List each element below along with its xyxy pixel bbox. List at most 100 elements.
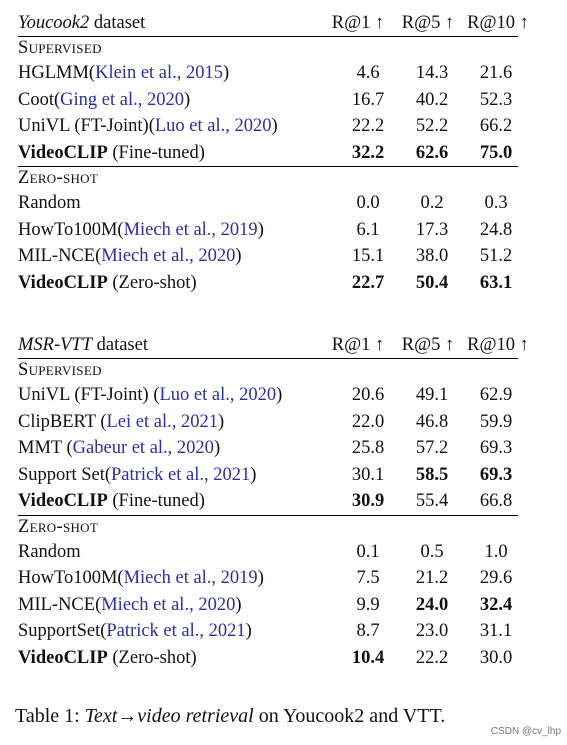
col-header-r5: R@5 ↑ [401, 13, 455, 33]
r10-value: 24.8 [479, 219, 513, 240]
r5-value: 46.8 [415, 411, 449, 432]
r5-value: 14.3 [415, 63, 449, 83]
citation-link[interactable]: Miech et al., 2019 [123, 219, 258, 240]
r1-value: 22.0 [351, 411, 385, 432]
r10-value: 21.6 [479, 63, 513, 83]
table-header-row: MSR-VTT dataset R@1 ↑ R@5 ↑ R@10 ↑ [18, 333, 529, 358]
r1-value: 4.6 [356, 63, 380, 83]
method-name: HowTo100M(Miech et al., 2019) [18, 219, 264, 240]
r10-value: 29.6 [479, 568, 513, 588]
r5-value: 21.2 [415, 568, 449, 588]
r10-value: 69.3 [479, 438, 513, 458]
r10-value: 62.9 [479, 385, 513, 405]
r5-value: 17.3 [415, 219, 449, 240]
r1-value: 30.9 [351, 491, 385, 511]
table-row-videoclip: VideoCLIP (Zero-shot) 22.7 50.4 63.1 [18, 270, 518, 297]
citation-link[interactable]: Lei et al., 2021 [106, 411, 218, 432]
r5-value: 50.4 [415, 272, 449, 293]
table-caption: Table 1: Text→video retrieval on Youcook… [15, 705, 446, 727]
col-header-r1: R@1 ↑ [331, 335, 385, 355]
section-rule [18, 166, 518, 167]
citation-link[interactable]: Luo et al., 2020 [159, 385, 277, 405]
r10-value: 59.9 [479, 411, 513, 432]
col-header-r1: R@1 ↑ [331, 13, 385, 33]
watermark: CSDN @cv_lhp [490, 726, 561, 737]
r10-value: 31.1 [479, 621, 513, 641]
table-row: UniVL (FT-Joint) (Luo et al., 2020) 20.6… [18, 382, 518, 409]
r5-value: 57.2 [415, 438, 449, 458]
r5-value: 40.2 [415, 89, 449, 110]
table-header-row: Youcook2 dataset R@1 ↑ R@5 ↑ R@10 ↑ [18, 11, 529, 36]
r1-value: 10.4 [351, 647, 385, 668]
method-name: MIL-NCE(Miech et al., 2020) [18, 594, 242, 615]
r5-value: 22.2 [415, 647, 449, 668]
msrvtt-results-table: MSR-VTT dataset R@1 ↑ R@5 ↑ R@10 ↑ Super… [18, 333, 529, 671]
table-row-videoclip: VideoCLIP (Fine-tuned) 32.2 62.6 75.0 [18, 140, 518, 167]
header-rule [18, 358, 518, 359]
r1-value: 8.7 [356, 621, 380, 641]
citation-link[interactable]: Miech et al., 2020 [101, 594, 236, 615]
r1-value: 22.7 [351, 272, 385, 293]
dataset-title: Youcook2 dataset [18, 13, 146, 33]
section-label-supervised: Supervised [18, 38, 102, 58]
method-name: VideoCLIP (Zero-shot) [18, 647, 197, 668]
table-row: Coot(Ging et al., 2020) 16.7 40.2 52.3 [18, 87, 518, 114]
r1-value: 0.1 [356, 541, 380, 562]
r5-value: 0.5 [420, 541, 444, 562]
r5-value: 0.2 [420, 193, 444, 213]
table-row: HowTo100M(Miech et al., 2019) 6.1 17.3 2… [18, 217, 518, 244]
table-row: HowTo100M(Miech et al., 2019) 7.5 21.2 2… [18, 565, 518, 592]
section-label-zeroshot: Zero-shot [18, 168, 99, 188]
table-row: SupportSet(Patrick et al., 2021) 8.7 23.… [18, 618, 518, 645]
r1-value: 32.2 [351, 142, 385, 163]
section-rule [18, 514, 518, 516]
r1-value: 9.9 [356, 594, 380, 615]
citation-link[interactable]: Klein et al., 2015 [95, 63, 224, 83]
method-name: SupportSet(Patrick et al., 2021) [18, 621, 252, 641]
table-row: Random 0.0 0.2 0.3 [18, 190, 518, 217]
method-name: ClipBERT (Lei et al., 2021) [18, 411, 225, 432]
table-row: Support Set(Patrick et al., 2021) 30.1 5… [18, 462, 518, 489]
method-name: UniVL (FT-Joint) (Luo et al., 2020) [18, 385, 283, 405]
r5-value: 62.6 [415, 142, 449, 163]
r10-value: 69.3 [479, 464, 513, 485]
r1-value: 25.8 [351, 438, 385, 458]
method-name: Random [18, 193, 81, 213]
citation-link[interactable]: Miech et al., 2020 [101, 246, 236, 266]
citation-link[interactable]: Ging et al., 2020 [60, 89, 184, 110]
method-name: VideoCLIP (Fine-tuned) [18, 491, 205, 511]
r10-value: 32.4 [479, 594, 513, 615]
method-name: MMT (Gabeur et al., 2020) [18, 438, 221, 458]
citation-link[interactable]: Patrick et al., 2021 [111, 464, 251, 485]
citation-link[interactable]: Miech et al., 2019 [123, 568, 258, 588]
table-row: UniVL (FT-Joint)(Luo et al., 2020) 22.2 … [18, 113, 518, 140]
r5-value: 49.1 [415, 385, 449, 405]
r10-value: 75.0 [479, 142, 513, 163]
table-row: Random 0.1 0.5 1.0 [18, 539, 518, 566]
citation-link[interactable]: Luo et al., 2020 [154, 116, 272, 136]
citation-link[interactable]: Patrick et al., 2021 [106, 621, 246, 641]
method-name: HowTo100M(Miech et al., 2019) [18, 568, 264, 588]
r5-value: 38.0 [415, 246, 449, 266]
r5-value: 24.0 [415, 594, 449, 615]
table-row: MIL-NCE(Miech et al., 2020) 9.9 24.0 32.… [18, 592, 518, 619]
method-name: Coot(Ging et al., 2020) [18, 89, 191, 110]
r1-value: 20.6 [351, 385, 385, 405]
r5-value: 58.5 [415, 464, 449, 485]
r10-value: 66.2 [479, 116, 513, 136]
section-label-supervised: Supervised [18, 360, 102, 380]
method-name: MIL-NCE(Miech et al., 2020) [18, 246, 242, 266]
col-header-r10: R@10 ↑ [467, 13, 529, 33]
r5-value: 52.2 [415, 116, 449, 136]
r1-value: 30.1 [351, 464, 385, 485]
table-row: MMT (Gabeur et al., 2020) 25.8 57.2 69.3 [18, 435, 518, 462]
method-name: VideoCLIP (Fine-tuned) [18, 142, 205, 163]
section-label-zeroshot: Zero-shot [18, 516, 99, 537]
r10-value: 51.2 [479, 246, 513, 266]
r1-value: 6.1 [356, 219, 380, 240]
r1-value: 16.7 [351, 89, 385, 110]
r1-value: 0.0 [356, 193, 380, 213]
r1-value: 15.1 [351, 246, 385, 266]
citation-link[interactable]: Gabeur et al., 2020 [72, 438, 214, 458]
r10-value: 52.3 [479, 89, 513, 110]
